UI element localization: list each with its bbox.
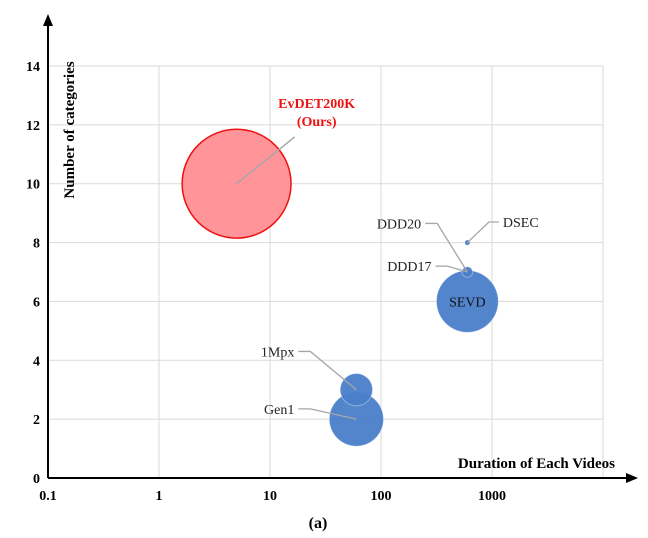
bubble-label-evdet200k: EvDET200K <box>278 97 355 112</box>
figure-caption: (a) <box>309 515 328 532</box>
x-tick-label-100: 100 <box>371 489 392 504</box>
x-tick-label-1: 1 <box>156 489 163 504</box>
bubble-label-sevd: SEVD <box>449 295 486 310</box>
x-axis-title: Duration of Each Videos <box>458 456 615 472</box>
axes <box>43 14 638 483</box>
y-axis-title: Number of categories <box>62 61 78 198</box>
y-tick-label-12: 12 <box>26 119 40 134</box>
bubble-labels: EvDET200K (Ours) SEVD DDD17 DDD20 DSEC 1Mpx Gen… <box>261 97 539 418</box>
label-leader-lines <box>236 136 499 420</box>
bubble-label-dsec: DSEC <box>503 216 539 231</box>
x-tick-label-10: 10 <box>263 489 277 504</box>
y-tick-label-6: 6 <box>33 295 40 310</box>
bubble-1mpx <box>339 373 374 407</box>
leader-dsec <box>466 221 499 244</box>
leader-ddd17 <box>435 265 468 273</box>
x-tick-label-0_1: 0.1 <box>39 489 57 504</box>
y-tick-label-2: 2 <box>33 413 40 428</box>
y-tick-label-14: 14 <box>26 60 40 75</box>
y-tick-label-4: 4 <box>33 354 40 369</box>
x-tick-label-1000: 1000 <box>478 489 506 504</box>
tick-labels: 0 2 4 6 8 10 12 14 0.1 1 10 100 1000 <box>26 60 506 504</box>
leader-gen1 <box>298 408 357 420</box>
bubbles <box>181 128 499 447</box>
bubble-sublabel-evdet200k: (Ours) <box>297 115 337 130</box>
bubble-label-ddd17: DDD17 <box>387 260 431 275</box>
y-tick-label-8: 8 <box>33 237 40 252</box>
bubble-label-1mpx: 1Mpx <box>261 345 294 360</box>
y-tick-label-10: 10 <box>26 178 40 193</box>
bubble-label-ddd20: DDD20 <box>377 217 421 232</box>
y-axis-arrowhead <box>43 14 53 26</box>
leader-1mpx <box>298 350 357 391</box>
y-tick-label-0: 0 <box>33 472 40 487</box>
leader-evdet200k <box>236 136 296 185</box>
leader-ddd20 <box>425 222 468 273</box>
x-axis-arrowhead <box>626 473 638 483</box>
bubble-label-gen1: Gen1 <box>264 403 294 418</box>
